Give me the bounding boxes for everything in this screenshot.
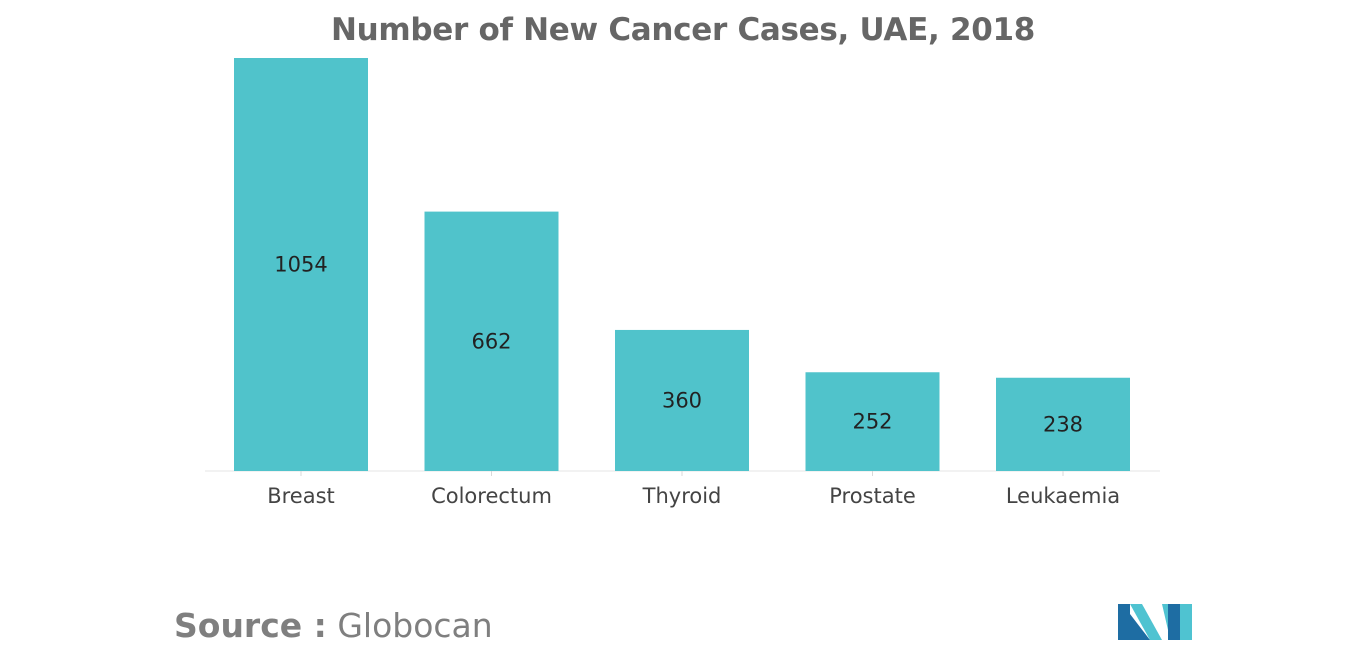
bar-breast — [234, 58, 368, 471]
logo-shape-left — [1118, 604, 1130, 640]
bar-value-label: 252 — [852, 410, 892, 434]
x-tick-label: Colorectum — [431, 484, 552, 508]
bar-colorectum — [424, 211, 559, 472]
x-tick-label: Prostate — [829, 484, 916, 508]
x-tick-label: Breast — [267, 484, 335, 508]
logo-shape-right — [1168, 604, 1180, 640]
x-tick-label: Leukaemia — [1006, 484, 1120, 508]
bar-leukaemia — [996, 377, 1130, 471]
mordor-intelligence-logo-icon — [1118, 604, 1192, 640]
logo-shape-right2 — [1180, 604, 1192, 640]
bar-value-label: 360 — [662, 388, 702, 412]
bar-chart: 1054 Breast 662 Colorectum 360 Thyroid 252 Pros… — [205, 58, 1160, 508]
x-tick-label: Thyroid — [642, 484, 722, 508]
bar-value-label: 662 — [471, 329, 511, 353]
source-note: Source : Globocan — [174, 606, 493, 645]
bar-value-label: 238 — [1043, 412, 1083, 436]
logo-shape-mid — [1130, 614, 1150, 640]
bar-thyroid — [615, 329, 749, 471]
bar-prostate — [805, 372, 940, 471]
chart-title: Number of New Cancer Cases, UAE, 2018 — [330, 12, 1036, 48]
logo-shape-diag — [1130, 604, 1162, 640]
source-label: Source : — [174, 606, 327, 645]
source-value: Globocan — [337, 606, 493, 645]
bar-value-label: 1054 — [274, 253, 327, 277]
bars-group: 1054 Breast 662 Colorectum 360 Thyroid 252 Pros… — [234, 58, 1130, 508]
logo-shape-cross — [1162, 604, 1168, 630]
